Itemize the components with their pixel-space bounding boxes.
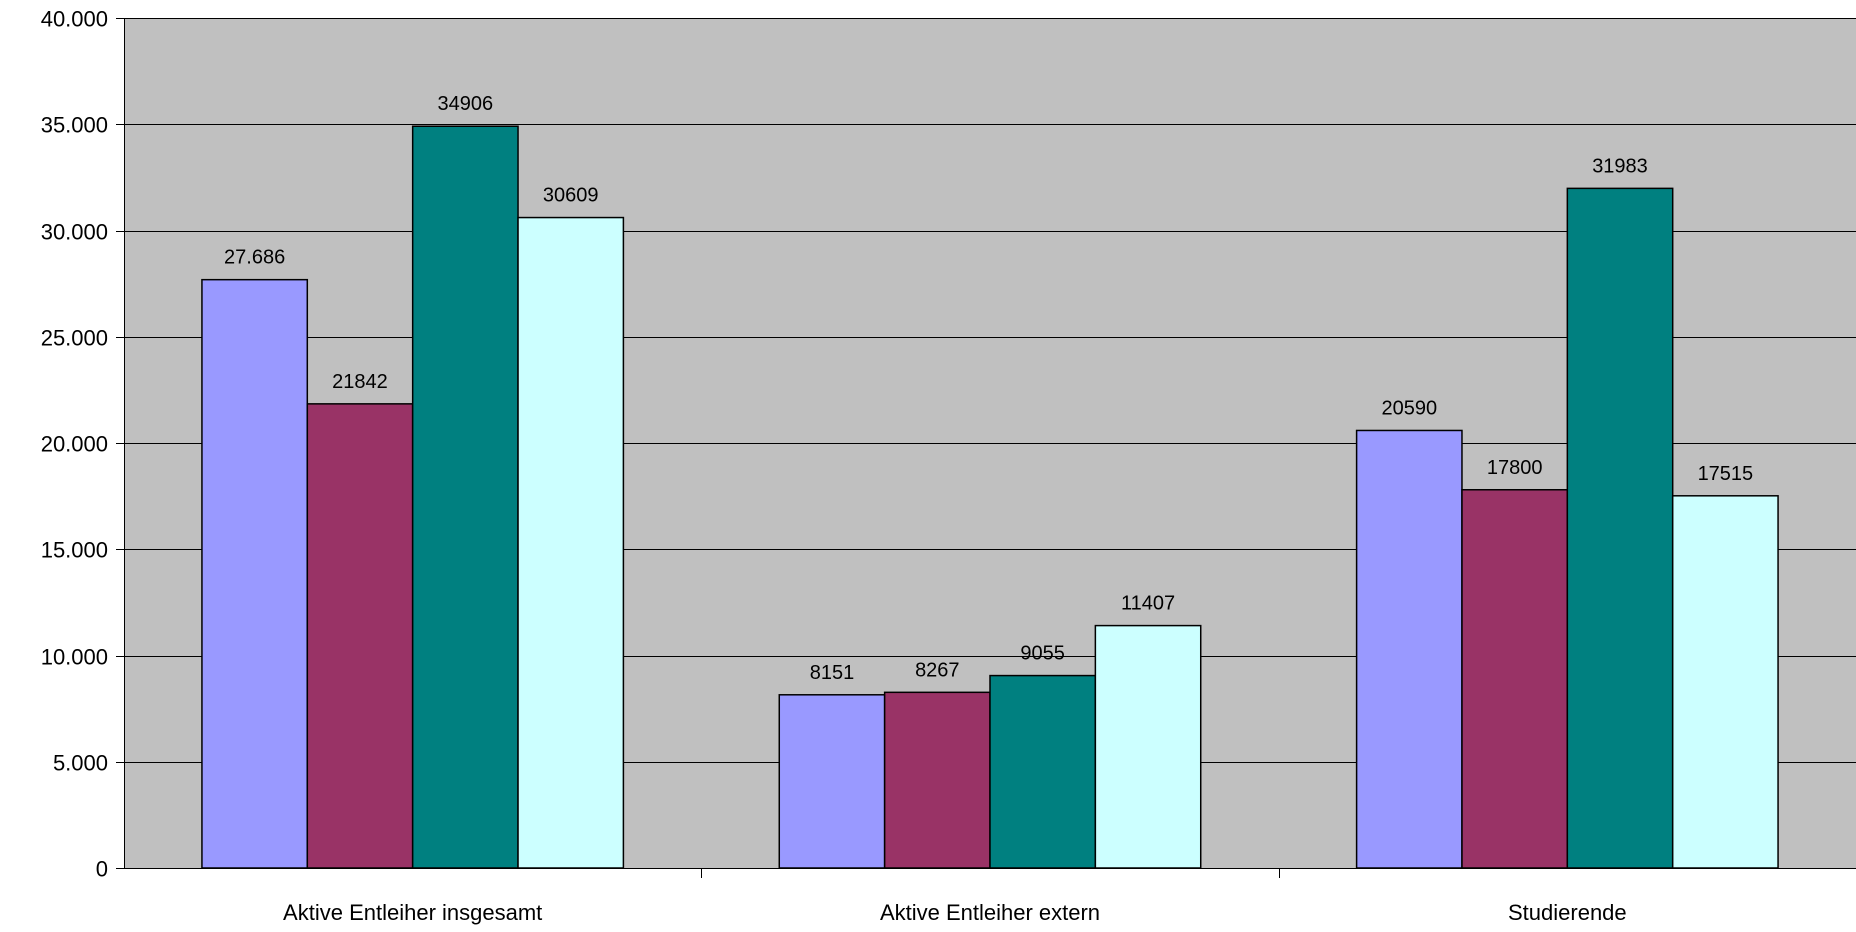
bar <box>306 403 414 869</box>
bars <box>201 125 1779 869</box>
data-label: 31983 <box>1592 155 1648 177</box>
y-tick-label: 0 <box>96 857 108 882</box>
bar <box>1671 495 1779 869</box>
data-label: 20590 <box>1381 397 1437 419</box>
data-label: 8151 <box>810 662 855 684</box>
y-tick-label: 25.000 <box>41 326 108 351</box>
bar <box>1094 624 1202 869</box>
bar <box>1355 429 1463 869</box>
y-tick-label: 10.000 <box>41 645 108 670</box>
bar <box>778 694 886 869</box>
category-label: Aktive Entleiher extern <box>880 900 1100 925</box>
bar <box>1461 489 1569 869</box>
data-label: 9055 <box>1020 643 1065 665</box>
bar <box>1566 187 1674 869</box>
bar <box>411 125 519 869</box>
data-labels: 27.686 21842 34906 30609 8151 8267 9055 11407 20… <box>224 93 1753 684</box>
data-label: 34906 <box>438 93 494 115</box>
y-tick-label: 35.000 <box>41 113 108 138</box>
category-label: Studierende <box>1508 900 1627 925</box>
y-tick-label: 20.000 <box>41 432 108 457</box>
bar <box>989 674 1097 869</box>
bar <box>517 216 625 869</box>
y-tick-label: 15.000 <box>41 538 108 563</box>
data-label: 17515 <box>1698 463 1754 485</box>
y-tick-label: 30.000 <box>41 220 108 245</box>
y-tick-label: 40.000 <box>41 7 108 32</box>
bar <box>883 691 991 869</box>
data-label: 8267 <box>915 659 960 681</box>
bar <box>201 278 309 869</box>
data-label: 21842 <box>332 371 388 393</box>
data-label: 30609 <box>543 185 599 207</box>
data-label: 11407 <box>1121 593 1175 615</box>
data-label: 17800 <box>1487 457 1543 479</box>
y-tick-label: 5.000 <box>53 751 108 776</box>
category-label: Aktive Entleiher insgesamt <box>283 900 542 925</box>
data-label: 27.686 <box>224 247 285 269</box>
